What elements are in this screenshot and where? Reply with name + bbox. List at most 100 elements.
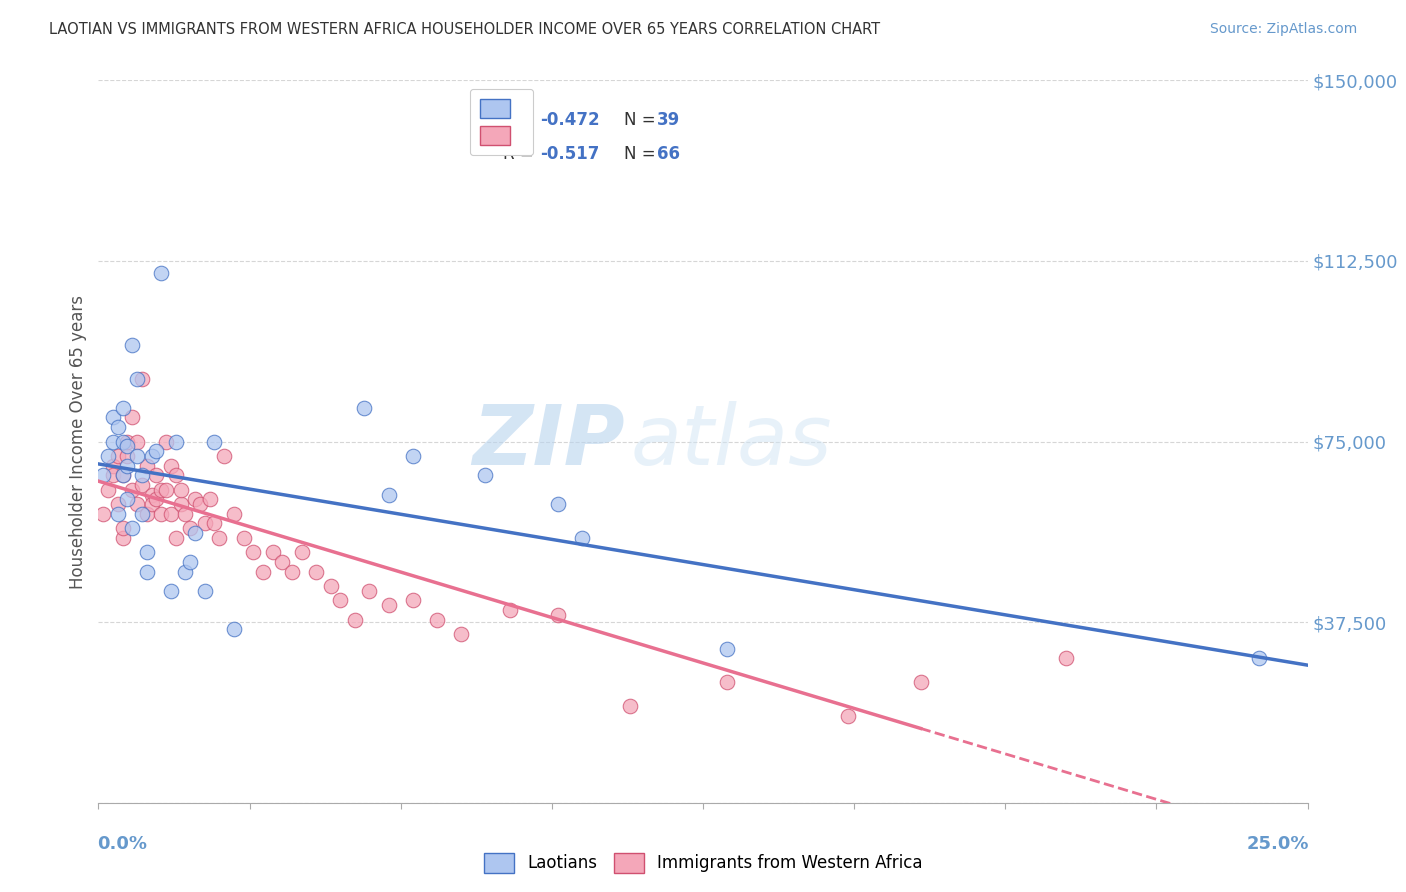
Point	[165, 468, 187, 483]
Point	[127, 372, 149, 386]
Point	[222, 507, 245, 521]
Point	[232, 531, 254, 545]
Text: 0.0%: 0.0%	[97, 835, 148, 854]
Point	[208, 531, 231, 545]
Point	[155, 434, 177, 449]
Point	[155, 483, 177, 497]
Text: 39: 39	[657, 111, 681, 129]
Point	[101, 458, 124, 473]
Point	[145, 468, 167, 483]
Point	[141, 497, 163, 511]
Point	[145, 492, 167, 507]
Point	[121, 483, 143, 497]
Point	[184, 526, 207, 541]
Legend: Laotians, Immigrants from Western Africa: Laotians, Immigrants from Western Africa	[477, 847, 929, 880]
Point	[127, 449, 149, 463]
Point	[160, 507, 183, 521]
Point	[150, 483, 173, 497]
Point	[188, 497, 211, 511]
Point	[127, 497, 149, 511]
Point	[353, 401, 375, 415]
Point	[222, 623, 245, 637]
Text: atlas: atlas	[630, 401, 832, 482]
Point	[1054, 651, 1077, 665]
Point	[111, 531, 134, 545]
Text: ZIP: ZIP	[472, 401, 624, 482]
Point	[169, 483, 191, 497]
Point	[111, 468, 134, 483]
Text: Source: ZipAtlas.com: Source: ZipAtlas.com	[1209, 22, 1357, 37]
Point	[402, 593, 425, 607]
Text: -0.472: -0.472	[540, 111, 599, 129]
Point	[131, 507, 153, 521]
Point	[305, 565, 328, 579]
Point	[426, 613, 449, 627]
Text: N =: N =	[624, 111, 661, 129]
Point	[716, 675, 738, 690]
Point	[97, 483, 120, 497]
Point	[547, 497, 569, 511]
Point	[107, 420, 129, 434]
Point	[101, 468, 124, 483]
Point	[910, 675, 932, 690]
Point	[111, 434, 134, 449]
Point	[117, 449, 139, 463]
Point	[204, 434, 226, 449]
Point	[198, 492, 221, 507]
Point	[101, 410, 124, 425]
Point	[131, 478, 153, 492]
Point	[107, 449, 129, 463]
Point	[135, 545, 157, 559]
Point	[377, 487, 399, 501]
Point	[127, 434, 149, 449]
Point	[107, 497, 129, 511]
Point	[107, 507, 129, 521]
Text: R =: R =	[503, 111, 540, 129]
Point	[450, 627, 472, 641]
Point	[547, 607, 569, 622]
Point	[91, 507, 114, 521]
Point	[359, 583, 381, 598]
Point	[141, 487, 163, 501]
Point	[131, 468, 153, 483]
Point	[184, 492, 207, 507]
Text: N =: N =	[624, 145, 661, 163]
Point	[117, 434, 139, 449]
Point	[262, 545, 284, 559]
Point	[179, 521, 201, 535]
Point	[619, 699, 641, 714]
Point	[111, 468, 134, 483]
Point	[571, 531, 593, 545]
Point	[141, 449, 163, 463]
Point	[377, 599, 399, 613]
Point	[160, 583, 183, 598]
Point	[121, 410, 143, 425]
Point	[160, 458, 183, 473]
Point	[121, 521, 143, 535]
Point	[1249, 651, 1271, 665]
Point	[150, 507, 173, 521]
Point	[131, 372, 153, 386]
Point	[111, 401, 134, 415]
Point	[194, 583, 217, 598]
Point	[145, 444, 167, 458]
Point	[319, 579, 342, 593]
Point	[716, 641, 738, 656]
Point	[150, 266, 173, 280]
Point	[204, 516, 226, 531]
Point	[165, 434, 187, 449]
Point	[101, 434, 124, 449]
Text: R =: R =	[503, 145, 540, 163]
Point	[252, 565, 274, 579]
Point	[179, 555, 201, 569]
Point	[135, 458, 157, 473]
Legend: , : ,	[470, 88, 533, 155]
Text: 25.0%: 25.0%	[1246, 835, 1309, 854]
Point	[281, 565, 304, 579]
Point	[329, 593, 352, 607]
Point	[271, 555, 294, 569]
Point	[111, 521, 134, 535]
Point	[837, 709, 859, 723]
Y-axis label: Householder Income Over 65 years: Householder Income Over 65 years	[69, 294, 87, 589]
Point	[174, 565, 197, 579]
